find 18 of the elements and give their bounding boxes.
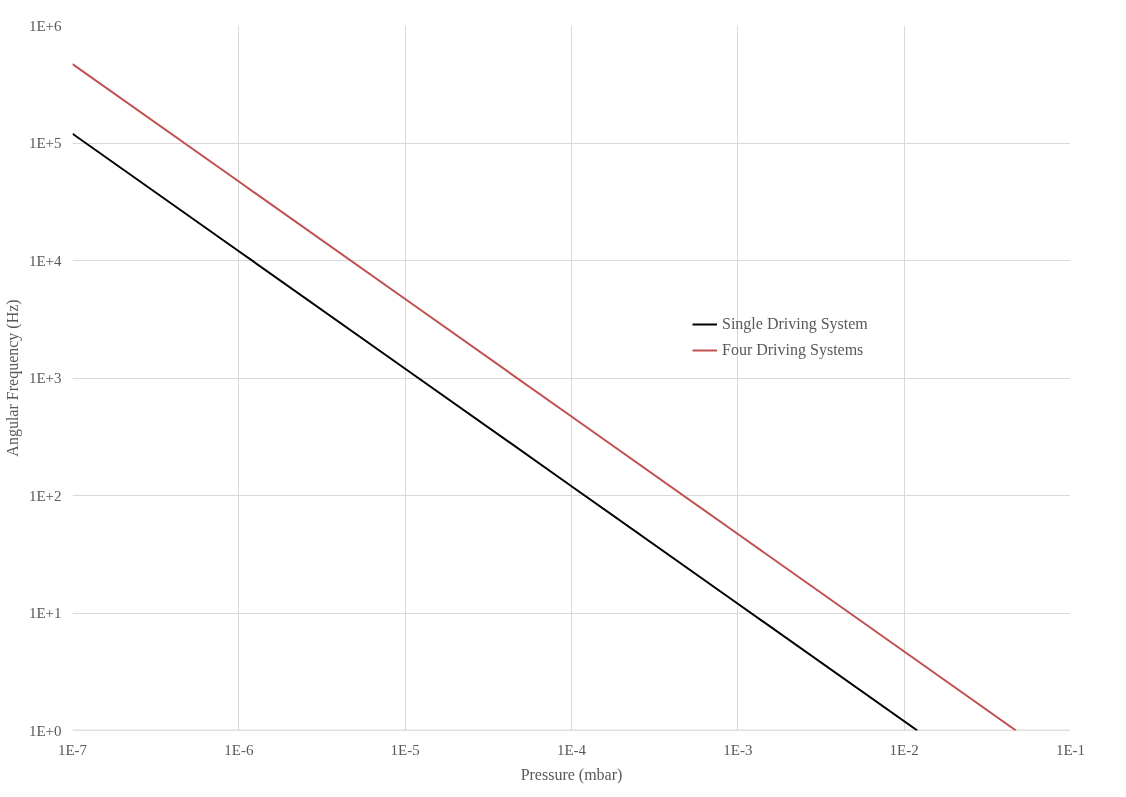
x-axis-title: Pressure (mbar)	[520, 765, 623, 784]
legend-label: Four Driving Systems	[722, 341, 864, 359]
x-tick-label: 1E-3	[723, 741, 753, 758]
y-axis-title: Angular Frequency (Hz)	[3, 299, 22, 457]
y-tick-label: 1E+6	[28, 17, 62, 34]
y-tick-label: 1E+2	[28, 487, 62, 504]
y-tick-label: 1E+5	[28, 135, 62, 151]
x-tick-label: 1E-4	[556, 741, 587, 758]
x-tick-label: 1E-5	[390, 741, 420, 758]
y-tick-label: 1E+1	[28, 605, 62, 621]
y-tick-label: 1E+4	[28, 252, 62, 269]
legend-label: Single Driving System	[722, 315, 868, 333]
x-tick-label: 1E-2	[889, 741, 919, 758]
y-tick-label: 1E+3	[28, 370, 62, 386]
x-tick-label: 1E-1	[1055, 741, 1086, 758]
y-tick-label: 1E+0	[28, 722, 62, 739]
x-tick-label: 1E-6	[224, 741, 254, 758]
x-tick-label: 1E-7	[57, 741, 88, 758]
